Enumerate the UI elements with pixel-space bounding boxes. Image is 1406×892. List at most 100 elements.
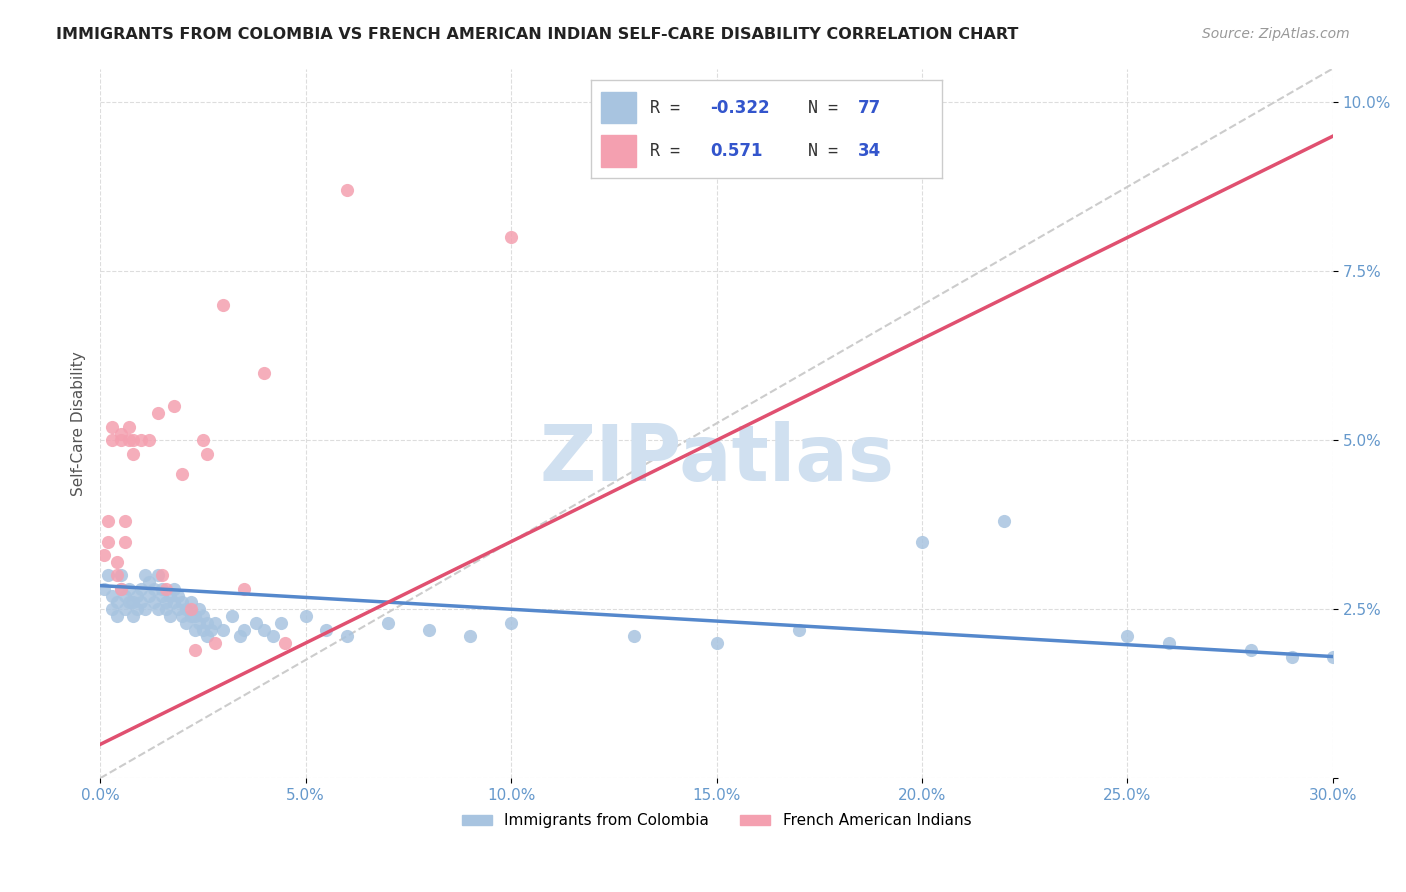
Point xyxy=(155,582,177,596)
Point xyxy=(129,595,152,609)
Text: ZIPatlas: ZIPatlas xyxy=(538,421,894,497)
Point xyxy=(159,609,181,624)
Point xyxy=(167,589,190,603)
Point xyxy=(93,548,115,562)
Point xyxy=(127,602,149,616)
Point xyxy=(195,615,218,630)
Text: 77: 77 xyxy=(858,99,882,117)
Bar xyxy=(602,92,636,123)
Point xyxy=(191,609,214,624)
Point xyxy=(150,568,173,582)
Point xyxy=(110,582,132,596)
Point xyxy=(253,366,276,380)
Point xyxy=(105,568,128,582)
Point xyxy=(262,629,284,643)
Point xyxy=(122,434,145,448)
Point xyxy=(1322,649,1344,664)
Point xyxy=(1281,649,1303,664)
Point xyxy=(172,609,194,624)
Bar xyxy=(602,136,636,167)
Point xyxy=(180,595,202,609)
Point xyxy=(167,602,190,616)
Point xyxy=(97,515,120,529)
Point xyxy=(142,582,165,596)
Point xyxy=(204,636,226,650)
Point xyxy=(155,595,177,609)
Point xyxy=(212,623,235,637)
Point xyxy=(176,602,198,616)
Point xyxy=(105,555,128,569)
Point xyxy=(1116,629,1139,643)
Point xyxy=(134,602,156,616)
Point xyxy=(97,568,120,582)
Point xyxy=(187,602,209,616)
Point xyxy=(499,230,522,244)
Point xyxy=(138,589,160,603)
Point xyxy=(245,615,267,630)
Point xyxy=(134,568,156,582)
Point xyxy=(146,406,169,420)
Point xyxy=(229,629,252,643)
Point xyxy=(183,623,205,637)
Point xyxy=(138,434,160,448)
Point xyxy=(101,589,124,603)
Point xyxy=(176,615,198,630)
Point xyxy=(155,602,177,616)
Point xyxy=(146,602,169,616)
Point xyxy=(270,615,292,630)
Point xyxy=(377,615,399,630)
Point xyxy=(129,434,152,448)
Text: Source: ZipAtlas.com: Source: ZipAtlas.com xyxy=(1202,27,1350,41)
Point xyxy=(183,609,205,624)
Point xyxy=(233,623,256,637)
Point xyxy=(195,629,218,643)
Point xyxy=(418,623,440,637)
Point xyxy=(191,434,214,448)
Legend: Immigrants from Colombia, French American Indians: Immigrants from Colombia, French America… xyxy=(456,807,977,834)
Point xyxy=(1157,636,1180,650)
Text: 34: 34 xyxy=(858,142,882,160)
Point xyxy=(138,575,160,590)
Point xyxy=(180,609,202,624)
Point xyxy=(212,298,235,312)
Point xyxy=(118,419,141,434)
Point xyxy=(150,589,173,603)
Point xyxy=(294,609,316,624)
Point xyxy=(110,434,132,448)
Text: N =: N = xyxy=(808,99,848,117)
Point xyxy=(315,623,337,637)
Point xyxy=(163,400,186,414)
Point xyxy=(118,595,141,609)
Point xyxy=(336,183,359,197)
Point xyxy=(787,623,810,637)
Point xyxy=(122,595,145,609)
Text: 0.571: 0.571 xyxy=(710,142,762,160)
Point xyxy=(101,434,124,448)
Text: R =: R = xyxy=(650,142,700,160)
Point xyxy=(183,642,205,657)
Point xyxy=(127,589,149,603)
Point xyxy=(118,582,141,596)
Point xyxy=(499,615,522,630)
Point xyxy=(172,595,194,609)
Point xyxy=(110,568,132,582)
Point xyxy=(122,609,145,624)
Point xyxy=(172,467,194,481)
Point xyxy=(163,582,186,596)
Text: R =: R = xyxy=(650,99,690,117)
Point xyxy=(105,595,128,609)
Point xyxy=(129,582,152,596)
Point xyxy=(706,636,728,650)
Point xyxy=(200,623,222,637)
Point xyxy=(97,534,120,549)
Point xyxy=(191,623,214,637)
Point xyxy=(163,595,186,609)
Point xyxy=(233,582,256,596)
Text: IMMIGRANTS FROM COLOMBIA VS FRENCH AMERICAN INDIAN SELF-CARE DISABILITY CORRELAT: IMMIGRANTS FROM COLOMBIA VS FRENCH AMERI… xyxy=(56,27,1018,42)
Point xyxy=(204,615,226,630)
Point xyxy=(101,419,124,434)
Point xyxy=(274,636,297,650)
Point xyxy=(623,629,645,643)
Point xyxy=(458,629,481,643)
Point xyxy=(110,426,132,441)
